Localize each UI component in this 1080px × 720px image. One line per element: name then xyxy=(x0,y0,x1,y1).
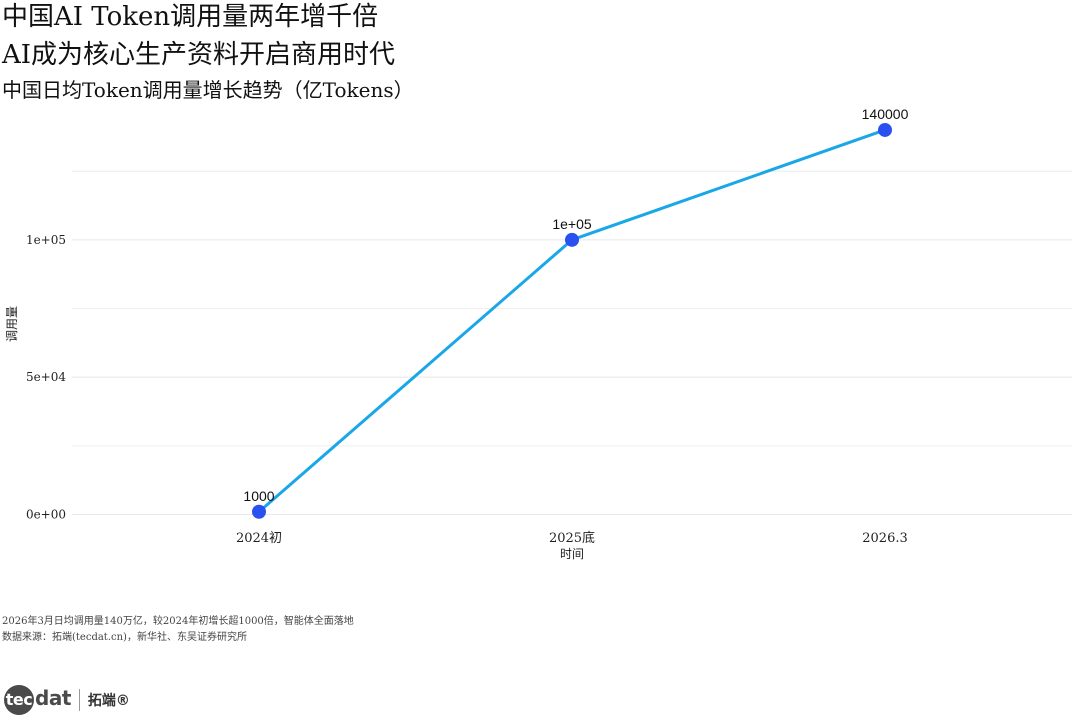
brand-logo: tec dat 拓端® xyxy=(4,684,130,716)
data-point xyxy=(252,504,266,519)
series-line xyxy=(258,128,886,513)
y-tick-label: 1e+05 xyxy=(26,233,66,247)
x-tick-label: 2024初 xyxy=(236,531,282,546)
chart-note: 2026年3月日均调用量140万亿，较2024年初增长超1000倍，智能体全面落… xyxy=(2,616,354,627)
logo-mark-rest: dat xyxy=(35,686,71,710)
data-label: 1000 xyxy=(243,488,274,504)
chart-subtitle: 中国日均Token调用量增长趋势（亿Tokens） xyxy=(2,78,414,102)
y-tick-label: 0e+00 xyxy=(26,508,66,522)
data-label: 1e+05 xyxy=(552,216,592,232)
logo-divider xyxy=(78,689,80,711)
chart-title-line2: AI成为核心生产资料开启商用时代 xyxy=(2,40,396,70)
y-tick-label: 5e+04 xyxy=(26,370,66,384)
x-tick-label: 2026.3 xyxy=(862,531,908,546)
y-axis-title: 调用量 xyxy=(5,306,19,342)
data-source-note: 数据来源：拓端(tecdat.cn)，新华社、东吴证券研究所 xyxy=(2,632,247,643)
line-chart: 0e+00 5e+04 1e+05 2024初 2025底 2026.3 时间 调用量 1000… xyxy=(5,106,1072,561)
logo-name: 拓端® xyxy=(87,693,130,709)
data-label: 140000 xyxy=(862,106,909,122)
data-point xyxy=(878,122,892,137)
chart-title-line1: 中国AI Token调用量两年增千倍 xyxy=(2,2,379,32)
logo-mark-circle: tec xyxy=(4,685,34,715)
logo-mark: tec dat xyxy=(4,685,71,715)
x-tick-label: 2025底 xyxy=(549,530,595,546)
data-point xyxy=(565,232,579,247)
x-axis-title: 时间 xyxy=(560,547,584,561)
